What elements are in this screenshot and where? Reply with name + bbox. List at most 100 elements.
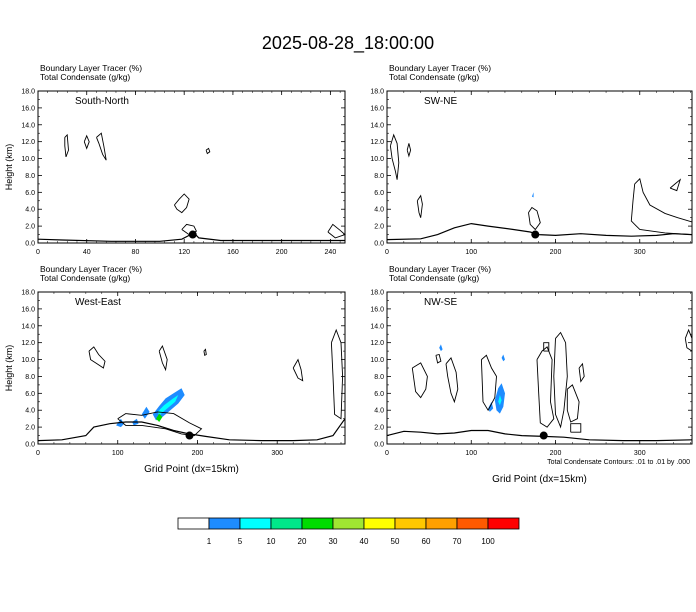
colorbar-label: 50 <box>391 537 400 546</box>
y-tick-label: 4.0 <box>25 408 35 415</box>
condensate-contour <box>96 132 107 161</box>
colorbar-box <box>332 517 365 530</box>
y-tick-label: 4.0 <box>374 207 384 214</box>
panels: Boundary Layer Tracer (%)Total Condensat… <box>4 63 693 485</box>
condensate-contour <box>566 384 580 423</box>
tracer-fill <box>501 354 505 362</box>
x-tick-label: 100 <box>112 450 124 457</box>
condensate-contour <box>445 357 459 404</box>
x-tick-label: 80 <box>132 249 140 256</box>
y-tick-label: 10.0 <box>370 357 384 364</box>
y-axis-label: Height (km) <box>4 345 14 392</box>
colorbar-box <box>208 517 241 530</box>
tracer-fill <box>488 401 494 412</box>
y-tick-label: 14.0 <box>21 323 35 330</box>
panel-west-east: Boundary Layer Tracer (%)Total Condensat… <box>4 264 346 475</box>
y-tick-label: 8.0 <box>374 173 384 180</box>
condensate-contour <box>528 206 541 231</box>
y-tick-label: 16.0 <box>21 306 35 313</box>
colorbar-label: 70 <box>453 537 462 546</box>
condensate-contour <box>327 223 346 239</box>
colorbar-box <box>394 517 427 530</box>
condensate-contour <box>330 328 344 420</box>
plot-area <box>387 91 692 243</box>
y-tick-label: 18.0 <box>21 290 35 297</box>
y-tick-label: 6.0 <box>374 190 384 197</box>
panel-label: West-East <box>75 297 121 308</box>
y-tick-label: 2.0 <box>25 425 35 432</box>
colorbar-box <box>270 517 303 530</box>
y-tick-label: 18.0 <box>370 89 384 96</box>
y-tick-label: 16.0 <box>21 105 35 112</box>
y-tick-label: 14.0 <box>370 122 384 129</box>
colorbar-box <box>301 517 334 530</box>
y-tick-label: 12.0 <box>21 340 35 347</box>
panel-header-line1: Boundary Layer Tracer (%) <box>40 264 142 274</box>
x-axis-label: Grid Point (dx=15km) <box>492 474 587 485</box>
panel-header-line1: Boundary Layer Tracer (%) <box>389 264 491 274</box>
x-axis-label: Grid Point (dx=15km) <box>144 464 239 475</box>
x-tick-label: 0 <box>36 249 40 256</box>
plot-area <box>38 292 345 444</box>
condensate-contour <box>578 362 585 383</box>
tracer-fill <box>498 395 502 406</box>
colorbar: 1 5 10 20 30 40 50 60 70 100 <box>177 517 520 546</box>
condensate-contour <box>480 354 497 412</box>
x-tick-label: 0 <box>36 450 40 457</box>
x-tick-label: 0 <box>385 249 389 256</box>
panel-header-line2: Total Condensate (g/kg) <box>40 72 130 82</box>
condensate-contour <box>435 353 442 364</box>
y-tick-label: 6.0 <box>25 391 35 398</box>
x-tick-label: 240 <box>325 249 337 256</box>
condensate-contour <box>292 358 304 382</box>
y-tick-label: 14.0 <box>370 323 384 330</box>
colorbar-label: 40 <box>360 537 369 546</box>
y-tick-label: 0.0 <box>374 241 384 248</box>
x-tick-label: 200 <box>550 450 562 457</box>
y-tick-label: 2.0 <box>25 224 35 231</box>
colorbar-label: 5 <box>238 537 243 546</box>
plot-area <box>38 91 345 243</box>
colorbar-box <box>487 517 520 530</box>
y-tick-label: 14.0 <box>21 122 35 129</box>
colorbar-label: 60 <box>422 537 431 546</box>
terrain-line <box>37 418 346 442</box>
tracer-fill <box>439 344 443 352</box>
y-tick-label: 18.0 <box>370 290 384 297</box>
x-tick-label: 200 <box>276 249 288 256</box>
panel-sw-ne: Boundary Layer Tracer (%)Total Condensat… <box>370 63 693 256</box>
panel-header-line2: Total Condensate (g/kg) <box>389 72 479 82</box>
y-tick-label: 16.0 <box>370 105 384 112</box>
condensate-contour <box>158 344 168 372</box>
y-tick-label: 18.0 <box>21 89 35 96</box>
tracer-fill <box>156 413 163 422</box>
colorbar-label: 100 <box>481 537 495 546</box>
figure-title: 2025-08-28_18:00:00 <box>262 33 434 54</box>
y-tick-label: 6.0 <box>374 391 384 398</box>
y-tick-label: 6.0 <box>25 190 35 197</box>
x-tick-label: 200 <box>192 450 204 457</box>
x-tick-label: 0 <box>385 450 389 457</box>
x-tick-label: 120 <box>178 249 190 256</box>
y-tick-label: 12.0 <box>370 139 384 146</box>
condensate-contour <box>83 134 90 150</box>
condensate-contour <box>174 193 190 214</box>
y-tick-label: 8.0 <box>25 374 35 381</box>
x-tick-label: 300 <box>634 450 646 457</box>
panel-header-line2: Total Condensate (g/kg) <box>40 273 130 283</box>
colorbar-box <box>425 517 458 530</box>
x-tick-label: 40 <box>83 249 91 256</box>
condensate-contour <box>64 133 69 158</box>
colorbar-label: 20 <box>298 537 307 546</box>
station-marker <box>185 431 194 440</box>
y-tick-label: 16.0 <box>370 306 384 313</box>
y-tick-label: 12.0 <box>21 139 35 146</box>
y-tick-label: 10.0 <box>370 156 384 163</box>
y-tick-label: 12.0 <box>370 340 384 347</box>
panel-label: South-North <box>75 96 129 107</box>
footnote: Total Condensate Contours: .01 to .01 by… <box>547 459 690 466</box>
tracer-fill <box>157 395 179 416</box>
condensate-contour <box>536 346 555 428</box>
y-tick-label: 4.0 <box>374 408 384 415</box>
